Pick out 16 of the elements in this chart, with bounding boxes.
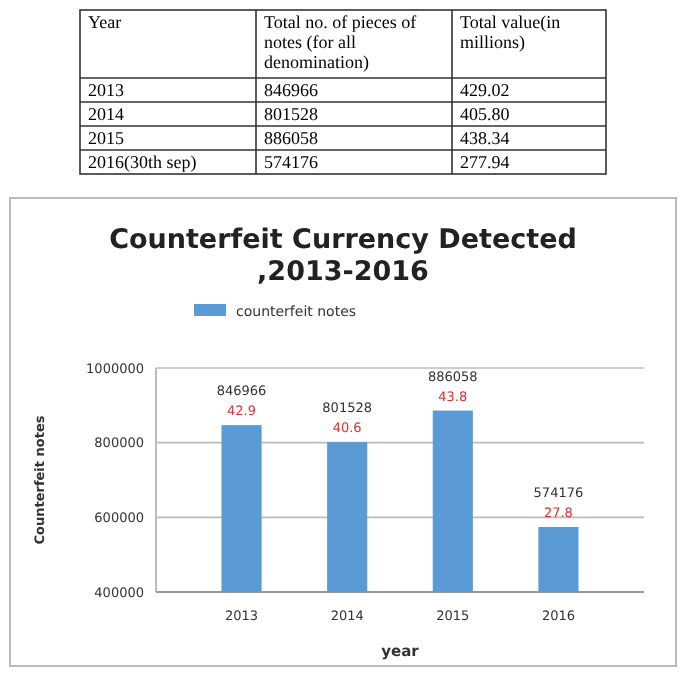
text: 438.34 [460, 128, 510, 148]
category-label: Total value(in millions) [460, 12, 562, 52]
text: 846966 [264, 80, 318, 100]
chart-title: Counterfeit Currency Detected ,2013-2016 [109, 224, 577, 288]
text: 2014 [88, 104, 124, 124]
text: 429.02 [460, 80, 510, 100]
text: 277.94 [460, 152, 510, 172]
text: 405.80 [460, 104, 510, 124]
category-label: Total no. of pieces of notes (for all denomination) [264, 12, 417, 72]
text: 886058 [264, 128, 318, 148]
text: 2013 [88, 80, 124, 100]
text: 2016(30th sep) [88, 152, 197, 172]
text: 2015 [88, 128, 124, 148]
category-label: Year [88, 12, 122, 32]
text: 801528 [264, 104, 318, 124]
text: 574176 [264, 152, 318, 172]
